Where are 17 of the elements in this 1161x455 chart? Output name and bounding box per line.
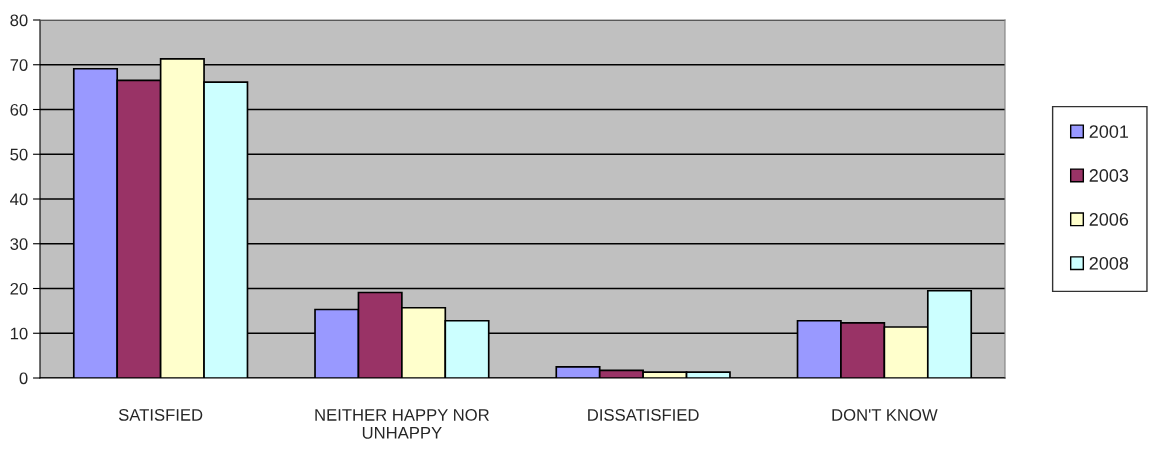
- legend-label: 2008: [1089, 256, 1129, 270]
- legend-label: 2001: [1089, 125, 1129, 138]
- y-tick-label: 80: [10, 14, 28, 27]
- y-tick-label: 30: [10, 238, 28, 250]
- y-tick-label: 20: [10, 282, 28, 295]
- x-tick-label: SATISFIED: [118, 409, 203, 421]
- y-tick-label: 40: [10, 193, 28, 206]
- legend-label: 2006: [1089, 213, 1129, 226]
- y-tick-label: 60: [10, 103, 28, 116]
- x-tick-label: DON'T KNOW: [832, 409, 938, 421]
- y-tick-label: 0: [19, 372, 28, 385]
- x-tick-label: NEITHER HAPPY NOR UNHAPPY: [315, 409, 489, 439]
- y-tick-label: 70: [10, 59, 28, 71]
- y-tick-label: 10: [10, 327, 28, 340]
- y-tick-label: 50: [10, 148, 28, 161]
- x-tick-label: DISSATISFIED: [588, 409, 699, 421]
- legend-label: 2003: [1089, 169, 1129, 182]
